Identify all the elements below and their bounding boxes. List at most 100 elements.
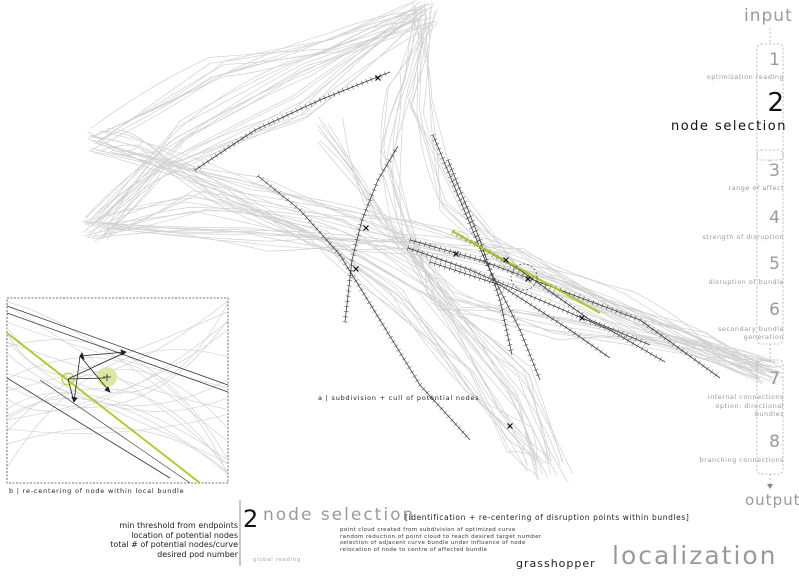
bundle-strand — [112, 141, 538, 466]
subdivision-tick — [348, 269, 354, 271]
subdivision-tick — [387, 159, 392, 163]
subdivision-tick — [281, 194, 285, 199]
subdivision-tick — [380, 322, 385, 326]
subdivision-tick — [640, 346, 644, 351]
inset-strand — [7, 413, 228, 434]
subdivided-curve — [257, 175, 471, 441]
subdivision-tick — [345, 290, 352, 292]
subdivision-tick — [611, 327, 615, 332]
bundle-strand — [102, 22, 431, 239]
subdivision-tick — [442, 161, 447, 165]
subdivision-tick — [533, 305, 537, 310]
subdivision-tick — [564, 324, 568, 330]
subdivision-tick — [492, 283, 498, 287]
subdivision-tick — [524, 291, 528, 297]
subdivision-tick — [463, 212, 469, 216]
bundle-strand — [383, 18, 558, 476]
subdivision-tick — [433, 261, 437, 267]
node-x-marker — [353, 266, 359, 272]
subdivision-tick — [485, 263, 491, 267]
subdivision-tick — [701, 363, 705, 368]
node-x-marker — [453, 251, 459, 257]
subdivision-tick — [576, 313, 579, 319]
subdivision-tick — [309, 101, 313, 107]
subdivision-tick — [468, 267, 472, 273]
subdivision-tick — [688, 354, 693, 359]
node-influence-circle — [510, 263, 538, 291]
subdivision-tick — [201, 162, 206, 167]
subdivision-tick — [430, 254, 433, 259]
subdivision-tick — [407, 366, 412, 370]
subdivision-tick — [497, 264, 500, 270]
inset-strand — [7, 341, 228, 410]
subdivision-tick — [345, 295, 351, 297]
subdivision-tick — [438, 262, 442, 268]
subdivision-tick — [567, 303, 572, 308]
subdivision-tick — [286, 112, 289, 118]
subdivision-tick — [443, 264, 447, 270]
subdivision-tick — [587, 298, 590, 303]
step-3-number: 3 — [769, 161, 780, 181]
subdivision-tick — [586, 340, 590, 345]
subdivision-tick — [502, 266, 505, 272]
subdivision-tick — [369, 193, 375, 197]
subdivision-tick — [406, 245, 410, 251]
subdivision-tick — [448, 266, 452, 271]
subdivision-tick — [477, 238, 483, 242]
bundle-strand — [96, 149, 762, 375]
subdivision-tick — [384, 163, 389, 167]
subdivision-tick — [705, 366, 710, 372]
subdivision-tick — [474, 256, 476, 262]
inset-strand — [7, 357, 228, 476]
bundle-strand — [98, 17, 433, 220]
bundle-strand — [91, 26, 430, 227]
subdivision-tick — [464, 434, 469, 438]
subdivision-tick — [318, 97, 322, 103]
output-arrow-icon — [767, 484, 773, 489]
inset-strand — [7, 392, 228, 461]
subdivision-tick — [517, 328, 523, 332]
subdivision-tick — [301, 211, 306, 216]
bundle-strand — [87, 194, 535, 461]
bundle-strand — [342, 117, 765, 364]
bundle-strand — [102, 2, 413, 140]
step-6-number: 6 — [769, 300, 780, 320]
subdivision-tick — [582, 296, 585, 302]
subdivision-tick — [429, 243, 431, 249]
subdivision-tick — [365, 203, 371, 207]
subdivision-tick — [505, 334, 511, 336]
subdivision-tick — [488, 279, 492, 285]
bundle-strand — [93, 24, 433, 243]
bundle-strand — [407, 15, 765, 371]
subdivision-tick — [356, 82, 359, 88]
subdivision-tick — [563, 300, 567, 305]
subdivision-tick — [496, 279, 500, 285]
node-markers — [353, 75, 585, 429]
subdivision-tick — [531, 363, 537, 367]
subdivision-tick — [507, 268, 510, 273]
bundle-strand — [319, 140, 765, 367]
subdivision-tick — [581, 337, 586, 342]
step-8-number: 8 — [769, 432, 780, 452]
subdivision-tick — [456, 187, 462, 190]
bundle-strand — [392, 6, 564, 464]
subdivision-tick — [494, 281, 500, 285]
subdivision-tick — [538, 297, 542, 303]
subdivision-tick — [575, 308, 580, 314]
subdivision-tick — [351, 84, 354, 90]
subdivision-tick — [621, 331, 624, 336]
subdivision-tick — [487, 268, 493, 272]
subdivision-tick — [344, 305, 350, 308]
subdivision-tick — [455, 182, 460, 185]
subdivision-tick — [414, 238, 416, 244]
subdivision-tick — [591, 299, 595, 305]
node-x-marker — [375, 75, 381, 81]
parameter-item: min threshold from endpoints — [119, 521, 238, 530]
subdivision-tick — [409, 237, 411, 243]
flow-input-label: input — [744, 6, 793, 26]
subdivision-tick — [634, 336, 638, 342]
subdivision-tick — [373, 183, 379, 187]
subdivision-tick — [419, 240, 421, 246]
subdivision-tick — [447, 163, 453, 166]
subdivision-tick — [311, 223, 316, 227]
